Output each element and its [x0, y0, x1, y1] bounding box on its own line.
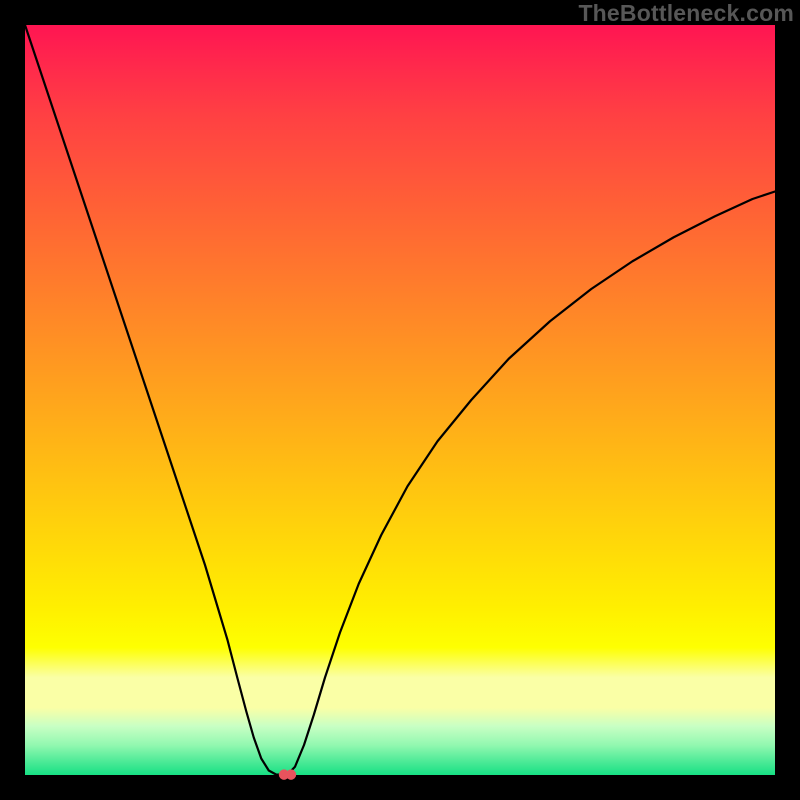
notch-marker — [279, 769, 296, 779]
chart-container: { "meta": { "watermark_text": "TheBottle… — [0, 0, 800, 800]
chart-gradient-bg — [25, 25, 775, 775]
watermark-text: TheBottleneck.com — [578, 0, 794, 27]
bottleneck-curve-chart — [0, 0, 800, 800]
